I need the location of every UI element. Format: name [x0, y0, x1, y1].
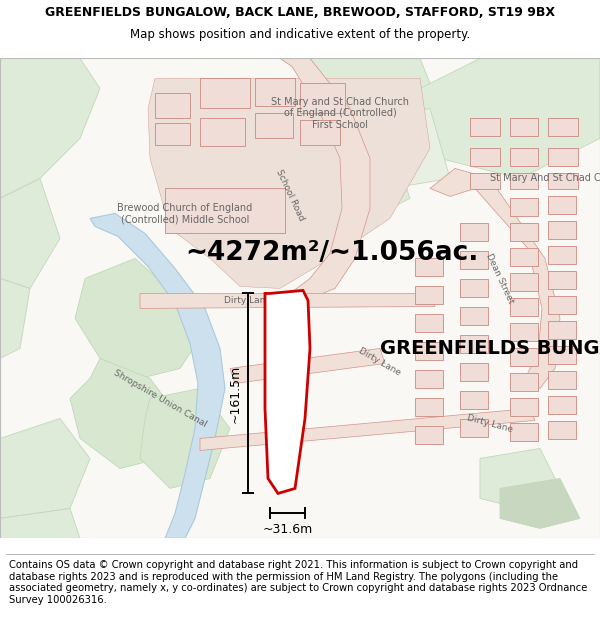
Bar — [548, 119, 578, 136]
Bar — [510, 424, 538, 441]
Text: ~31.6m: ~31.6m — [262, 523, 313, 536]
Text: Dirty Lane: Dirty Lane — [358, 346, 403, 377]
Bar — [470, 173, 500, 189]
Bar — [510, 173, 538, 189]
Bar — [460, 391, 488, 409]
Bar — [470, 119, 500, 136]
Bar — [300, 121, 340, 146]
Bar — [510, 324, 538, 341]
Polygon shape — [75, 259, 200, 378]
Bar — [460, 336, 488, 354]
Bar — [510, 148, 538, 166]
Polygon shape — [0, 279, 30, 358]
Polygon shape — [140, 294, 435, 308]
Bar — [460, 419, 488, 437]
Bar — [460, 223, 488, 241]
Bar — [255, 114, 293, 138]
Text: Shropshire Union Canal: Shropshire Union Canal — [112, 368, 208, 429]
Bar — [415, 371, 443, 388]
Bar — [200, 119, 245, 146]
Bar — [510, 349, 538, 366]
Polygon shape — [380, 58, 600, 179]
Bar — [548, 296, 576, 314]
Text: Dirty Lane: Dirty Lane — [224, 296, 271, 305]
Bar — [155, 93, 190, 119]
Polygon shape — [90, 213, 225, 538]
Bar — [548, 396, 576, 414]
Text: St Mary And St Chad Church: St Mary And St Chad Church — [490, 173, 600, 184]
Polygon shape — [480, 449, 560, 509]
Bar — [415, 399, 443, 416]
Bar — [470, 148, 500, 166]
Text: GREENFIELDS BUNGALOW: GREENFIELDS BUNGALOW — [380, 339, 600, 358]
Polygon shape — [0, 419, 90, 519]
Bar — [510, 274, 538, 291]
Bar — [155, 124, 190, 146]
Bar — [460, 251, 488, 269]
Text: Brewood Church of England
(Controlled) Middle School: Brewood Church of England (Controlled) M… — [118, 202, 253, 224]
Polygon shape — [0, 58, 100, 199]
Polygon shape — [70, 358, 180, 469]
Bar — [548, 346, 576, 364]
Bar — [200, 78, 250, 109]
Text: School Road: School Road — [274, 168, 306, 222]
Bar — [548, 196, 576, 214]
Bar — [510, 298, 538, 316]
Text: GREENFIELDS BUNGALOW, BACK LANE, BREWOOD, STAFFORD, ST19 9BX: GREENFIELDS BUNGALOW, BACK LANE, BREWOOD… — [45, 6, 555, 19]
Bar — [510, 119, 538, 136]
Text: ~4272m²/~1.056ac.: ~4272m²/~1.056ac. — [185, 241, 478, 266]
Bar — [510, 399, 538, 416]
Bar — [255, 78, 295, 106]
Bar — [510, 373, 538, 391]
Polygon shape — [0, 179, 60, 289]
Bar — [548, 221, 576, 239]
Bar — [548, 271, 576, 289]
Bar — [165, 189, 285, 233]
Bar — [415, 342, 443, 361]
Text: Contains OS data © Crown copyright and database right 2021. This information is : Contains OS data © Crown copyright and d… — [9, 560, 587, 605]
Bar — [548, 148, 578, 166]
Bar — [460, 308, 488, 326]
Polygon shape — [280, 58, 370, 298]
Bar — [510, 248, 538, 266]
Polygon shape — [230, 349, 385, 383]
Bar — [548, 173, 578, 189]
Polygon shape — [310, 129, 410, 218]
Bar — [415, 426, 443, 444]
Polygon shape — [200, 409, 535, 451]
Bar — [510, 199, 538, 216]
Text: Dirty Lane: Dirty Lane — [466, 413, 514, 434]
Bar — [548, 321, 576, 339]
Polygon shape — [500, 479, 580, 529]
Bar — [415, 314, 443, 332]
Polygon shape — [148, 78, 430, 289]
Polygon shape — [430, 168, 560, 388]
Text: St Mary and St Chad Church
of England (Controlled)
First School: St Mary and St Chad Church of England (C… — [271, 97, 409, 130]
Polygon shape — [265, 291, 310, 494]
Bar — [460, 279, 488, 298]
Bar — [415, 259, 443, 276]
Bar — [510, 223, 538, 241]
Bar — [415, 286, 443, 304]
Bar — [548, 246, 576, 264]
Text: ~161.5m: ~161.5m — [229, 364, 241, 423]
Polygon shape — [365, 109, 450, 189]
Text: Map shows position and indicative extent of the property.: Map shows position and indicative extent… — [130, 28, 470, 41]
Polygon shape — [310, 58, 440, 158]
Polygon shape — [0, 509, 80, 538]
Bar — [548, 421, 576, 439]
Bar — [548, 371, 576, 389]
Bar — [300, 83, 345, 114]
Polygon shape — [140, 388, 230, 489]
Text: Dean Street: Dean Street — [484, 252, 515, 305]
Bar — [460, 363, 488, 381]
